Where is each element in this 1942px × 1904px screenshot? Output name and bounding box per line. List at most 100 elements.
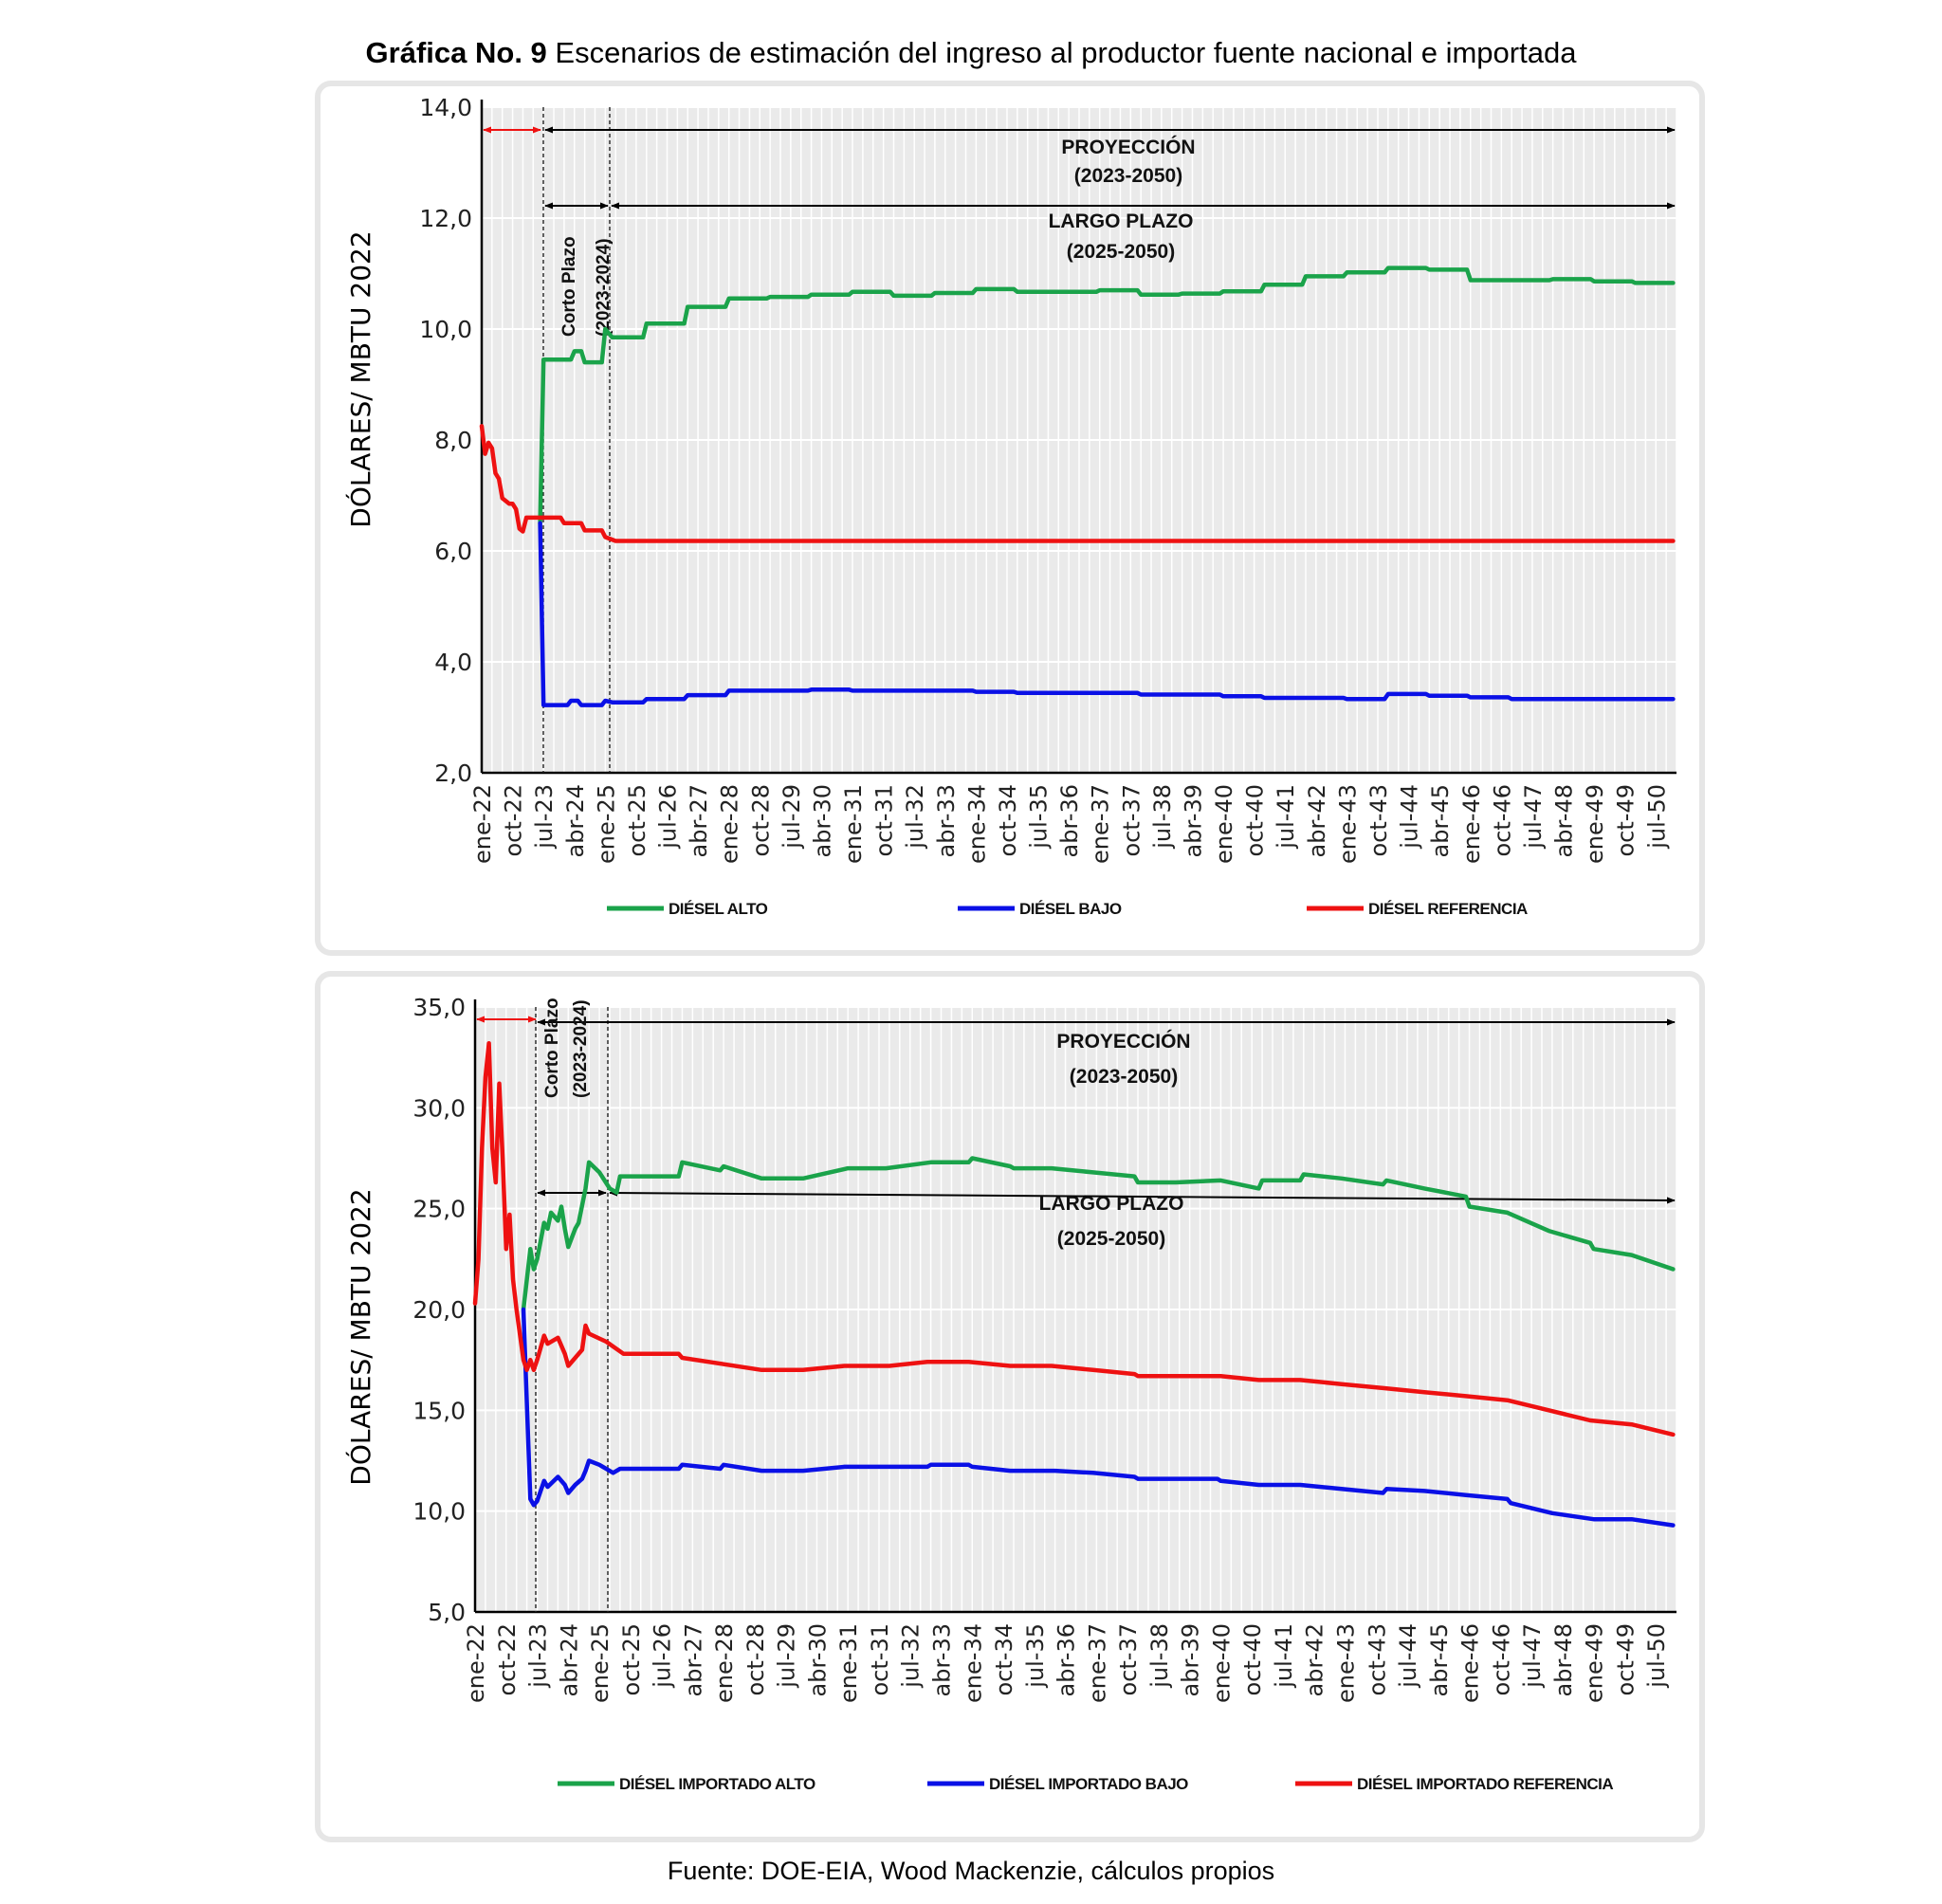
y-tick-label: 10,0: [412, 1498, 466, 1526]
short-term-period-label: (2023-2024): [594, 238, 614, 337]
x-tick-label: ene-31: [835, 1623, 862, 1703]
x-tick-label: abr-24: [562, 784, 589, 857]
series-line-referencia: [479, 424, 1676, 543]
x-tick-label: ene-46: [1457, 1623, 1484, 1703]
x-tick-label: abr-39: [1180, 784, 1206, 857]
y-tick-label: 6,0: [434, 538, 472, 565]
page-title: Gráfica No. 9 Escenarios de estimación d…: [0, 36, 1942, 70]
x-tick-label: oct-34: [991, 1623, 1017, 1696]
long-term-period-label: (2025-2050): [1067, 241, 1175, 263]
series-line-alto: [521, 1156, 1676, 1312]
x-tick-label: jul-23: [525, 1623, 552, 1689]
x-tick-label: jul-41: [1273, 784, 1299, 850]
y-tick-label: 5,0: [428, 1599, 466, 1626]
x-tick-label: ene-37: [1084, 1623, 1110, 1703]
x-tick-label: abr-36: [1053, 1623, 1080, 1696]
x-tick-label: jul-29: [779, 784, 805, 850]
y-tick-label: 14,0: [419, 94, 472, 121]
x-tick-label: ene-40: [1208, 1623, 1235, 1703]
series-line-bajo: [521, 1307, 1676, 1528]
long-term-period-label: (2025-2050): [1057, 1228, 1165, 1250]
short-term-period-label: (2023-2024): [571, 999, 591, 1098]
x-tick-label: abr-45: [1426, 1623, 1453, 1696]
x-tick-label: oct-46: [1488, 1623, 1514, 1696]
x-tick-label: jul-38: [1149, 784, 1176, 850]
legend-label-alto: DIÉSEL IMPORTADO ALTO: [619, 1775, 815, 1793]
x-tick-label: ene-31: [840, 784, 867, 864]
x-tick-label: ene-25: [587, 1623, 614, 1703]
x-tick-label: ene-34: [960, 1623, 986, 1703]
short-term-label: Corto Plazo: [559, 236, 579, 337]
long-term-arrow: [609, 1189, 1676, 1204]
series-line-alto: [538, 265, 1676, 526]
x-tick-label: jul-50: [1643, 784, 1670, 850]
x-tick-label: ene-49: [1582, 1623, 1608, 1703]
y-tick-label: 30,0: [412, 1094, 466, 1122]
x-tick-label: ene-46: [1458, 784, 1485, 864]
y-tick-label: 8,0: [434, 427, 472, 454]
x-tick-label: oct-22: [501, 784, 527, 857]
x-tick-label: jul-47: [1520, 784, 1547, 850]
x-tick-label: ene-49: [1582, 784, 1608, 864]
y-tick-label: 4,0: [434, 649, 472, 676]
x-tick-label: oct-31: [867, 1623, 893, 1696]
legend-label-referencia: DIÉSEL IMPORTADO REFERENCIA: [1357, 1775, 1613, 1793]
projection-label: PROYECCIÓN: [1056, 1030, 1190, 1053]
x-tick-label: oct-46: [1489, 784, 1515, 857]
y-tick-label: 20,0: [412, 1296, 466, 1324]
series-line-referencia: [472, 1041, 1676, 1437]
x-tick-label: ene-43: [1334, 784, 1361, 864]
x-tick-label: oct-49: [1613, 784, 1640, 857]
x-tick-label: abr-36: [1056, 784, 1083, 857]
x-tick-label: oct-25: [618, 1623, 645, 1696]
x-tick-label: jul-38: [1146, 1623, 1173, 1689]
projection-label: PROYECCIÓN: [1061, 136, 1195, 158]
long-term-label: LARGO PLAZO: [1049, 211, 1194, 232]
x-tick-label: ene-22: [463, 1623, 489, 1703]
y-tick-label: 12,0: [419, 205, 472, 232]
x-tick-label: oct-40: [1239, 1623, 1266, 1696]
x-tick-label: abr-39: [1178, 1623, 1204, 1696]
x-tick-label: jul-26: [650, 1623, 676, 1689]
x-tick-label: jul-47: [1519, 1623, 1546, 1689]
short-term-label: Corto Plazo: [542, 998, 562, 1098]
x-tick-label: oct-22: [494, 1623, 521, 1696]
x-tick-label: oct-43: [1364, 1623, 1390, 1696]
x-tick-label: oct-28: [747, 784, 774, 857]
x-tick-label: abr-33: [933, 784, 960, 857]
projection-period-label: (2023-2050): [1070, 1066, 1178, 1088]
x-tick-label: jul-44: [1395, 1623, 1421, 1689]
x-tick-label: jul-32: [898, 1623, 925, 1689]
long-term-label: LARGO PLAZO: [1039, 1193, 1184, 1215]
y-tick-label: 25,0: [412, 1196, 466, 1223]
y-axis-label: DÓLARES/ MBTU 2022: [344, 1188, 376, 1485]
x-tick-label: ene-34: [963, 784, 990, 864]
x-tick-label: oct-25: [624, 784, 650, 857]
x-tick-label: oct-49: [1612, 1623, 1639, 1696]
x-tick-label: ene-40: [1211, 784, 1237, 864]
x-tick-label: oct-31: [871, 784, 898, 857]
y-tick-label: 35,0: [412, 994, 466, 1021]
x-tick-label: oct-40: [1242, 784, 1269, 857]
y-tick-label: 2,0: [434, 760, 472, 787]
page-title-bold: Gráfica No. 9: [365, 36, 547, 69]
x-tick-label: jul-41: [1271, 1623, 1297, 1689]
x-tick-label: abr-27: [680, 1623, 706, 1696]
x-tick-label: abr-30: [804, 1623, 831, 1696]
x-tick-label: jul-35: [1022, 1623, 1049, 1689]
x-tick-label: oct-37: [1115, 1623, 1142, 1696]
y-axis-label: DÓLARES/ MBTU 2022: [344, 230, 376, 527]
x-tick-label: jul-29: [774, 1623, 800, 1689]
series-line-bajo: [538, 521, 1676, 707]
x-tick-label: ene-25: [593, 784, 619, 864]
x-tick-label: abr-33: [929, 1623, 956, 1696]
projection-period-label: (2023-2050): [1074, 165, 1182, 187]
x-tick-label: abr-30: [809, 784, 835, 857]
page-title-text: Escenarios de estimación del ingreso al …: [546, 36, 1577, 69]
x-tick-label: ene-37: [1088, 784, 1114, 864]
legend-label-bajo: DIÉSEL IMPORTADO BAJO: [989, 1775, 1188, 1793]
x-tick-label: ene-28: [711, 1623, 738, 1703]
legend-label-bajo: DIÉSEL BAJO: [1019, 900, 1122, 918]
